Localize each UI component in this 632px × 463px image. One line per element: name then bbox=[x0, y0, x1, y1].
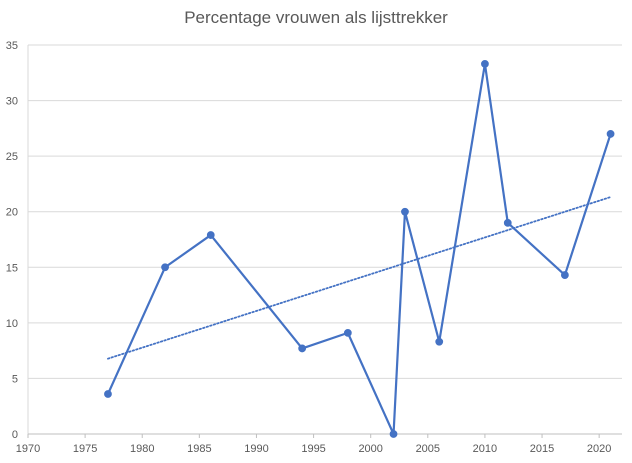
data-point bbox=[503, 218, 512, 227]
x-tick-label: 1970 bbox=[16, 443, 40, 455]
data-point bbox=[606, 130, 615, 138]
data-point bbox=[161, 263, 169, 272]
y-tick-label: 5 bbox=[12, 373, 18, 385]
series-line bbox=[106, 62, 612, 436]
y-tick-label: 0 bbox=[12, 429, 18, 441]
x-tick-label: 1980 bbox=[130, 443, 154, 455]
data-point bbox=[560, 271, 569, 279]
y-tick-labels: 0 5 10 15 20 25 30 35 bbox=[6, 40, 18, 441]
gridlines bbox=[28, 44, 622, 379]
data-point bbox=[206, 231, 215, 239]
x-tick-label: 2005 bbox=[416, 443, 440, 455]
series bbox=[104, 59, 615, 438]
x-tick-label: 2020 bbox=[587, 443, 611, 455]
trendline bbox=[107, 196, 612, 360]
data-point bbox=[389, 430, 398, 438]
data-point bbox=[298, 344, 307, 353]
x-tick-label: 1975 bbox=[73, 443, 97, 455]
x-tick-label: 1995 bbox=[301, 443, 325, 455]
x-tick-labels: 1970 1975 1980 1985 1990 1995 2000 2005 2010 2015… bbox=[16, 443, 612, 455]
x-tick-label: 1985 bbox=[187, 443, 211, 455]
data-point bbox=[104, 390, 112, 398]
x-tick-label: 2010 bbox=[473, 443, 497, 455]
axes bbox=[27, 45, 622, 438]
chart-title: Percentage vrouwen als lijsttrekker bbox=[184, 8, 448, 27]
y-tick-label: 25 bbox=[6, 151, 18, 163]
y-tick-label: 15 bbox=[6, 262, 18, 274]
trendline-path bbox=[107, 196, 612, 360]
data-point bbox=[481, 59, 489, 68]
y-tick-label: 35 bbox=[6, 40, 18, 52]
y-tick-label: 10 bbox=[6, 318, 18, 330]
y-tick-label: 30 bbox=[6, 96, 18, 108]
data-point bbox=[343, 328, 352, 337]
x-tick-label: 2015 bbox=[530, 443, 554, 455]
data-point bbox=[401, 207, 409, 216]
y-tick-label: 20 bbox=[6, 207, 18, 219]
x-tick-label: 1990 bbox=[244, 443, 268, 455]
data-point bbox=[435, 337, 444, 346]
x-tick-label: 2000 bbox=[358, 443, 382, 455]
